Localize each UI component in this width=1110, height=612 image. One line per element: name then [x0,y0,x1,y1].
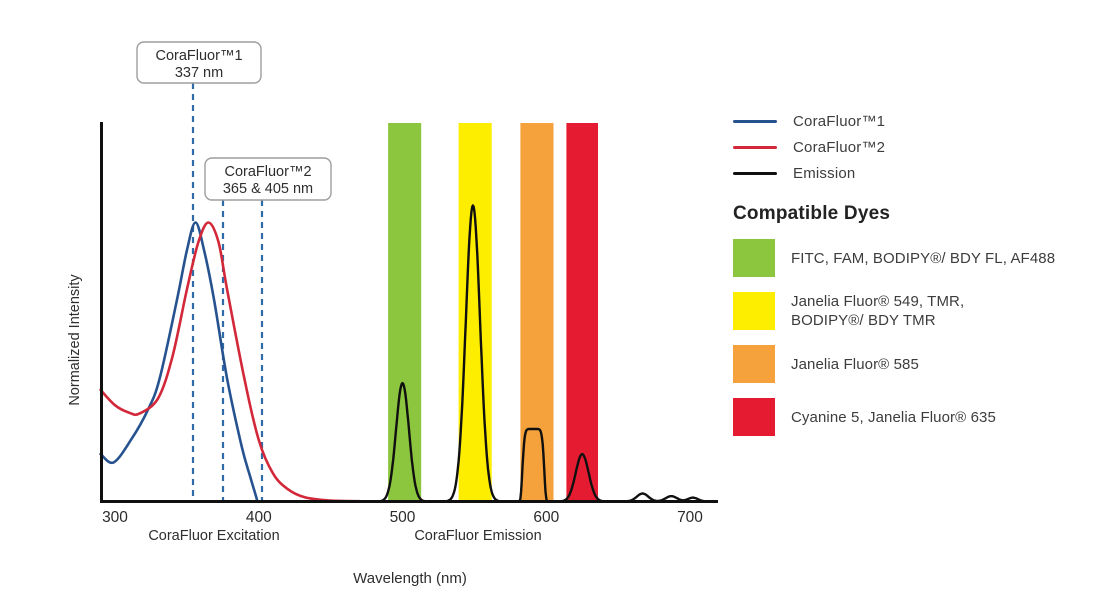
orange-dye-swatch [733,345,775,383]
emission-line-swatch [733,171,777,175]
x-tick-label-600: 600 [533,509,559,526]
legend-label-corafluor1: CoraFluor™1 [793,112,886,130]
x-section-label-emission: CoraFluor Emission [414,528,541,544]
y-axis-title: Normalized Intensity [67,274,83,406]
green-dye-label: FITC, FAM, BODIPY®/ BDY FL, AF488 [791,249,1055,268]
spectra-chart: CoraFluor™1 337 nm CoraFluor™2 365 & 405… [67,41,718,587]
emission-band-red [566,123,598,500]
yellow-dye-label-line2: BODIPY®/ BDY TMR [791,312,936,329]
callout-corafluor2-wavelength: 365 & 405 nm [223,181,313,197]
callout-box-corafluor2 [204,157,332,201]
emission-band-orange [520,123,554,500]
green-dye-label-line1: FITC, FAM, BODIPY®/ BDY FL, AF488 [791,249,1056,267]
plot-axes [100,122,718,503]
callout-corafluor1-name: CoraFluor™1 [155,48,242,64]
legend-label-emission: Emission [793,164,856,182]
yellow-dye-label: Janelia Fluor® 549, TMR, BODIPY®/ BDY TM… [791,292,964,330]
x-section-label-excitation: CoraFluor Excitation [148,528,279,544]
red-dye-label-line1: Cyanine 5, Janelia Fluor® 635 [791,408,996,426]
x-tick-label-400: 400 [246,509,272,526]
x-axis-title: Wavelength (nm) [353,570,467,587]
yellow-dye-swatch [733,292,775,330]
green-dye-swatch [733,239,775,277]
excitation-wavelength-dashed-lines [191,83,264,500]
orange-dye-label: Janelia Fluor® 585 [791,355,919,374]
callout-corafluor2-name: CoraFluor™2 [224,164,311,180]
legend-label-corafluor2: CoraFluor™2 [793,138,886,156]
legend-row-corafluor2: CoraFluor™2 [733,134,1103,160]
compatible-dyes-heading: Compatible Dyes [733,203,891,224]
emission-filter-bands [388,123,598,500]
callout-box-corafluor1 [136,41,262,84]
legend-row-emission: Emission [733,160,1103,186]
dye-row-orange: Janelia Fluor® 585 [733,345,1103,383]
red-dye-label: Cyanine 5, Janelia Fluor® 635 [791,408,996,427]
dye-row-yellow: Janelia Fluor® 549, TMR, BODIPY®/ BDY TM… [733,292,1103,330]
corafluor1-line-swatch [733,119,777,123]
x-tick-label-300: 300 [102,509,128,526]
callout-corafluor1-wavelength: 337 nm [175,65,223,81]
excitation-curve-corafluor1 [99,221,259,503]
orange-dye-label-line1: Janelia Fluor® 585 [791,355,919,373]
emission-band-green [388,123,422,500]
legend-panel: CoraFluor™1 CoraFluor™2 Emission Compati… [733,108,1103,451]
x-tick-label-500: 500 [390,509,416,526]
excitation-curve-corafluor2 [99,221,361,503]
dye-row-red: Cyanine 5, Janelia Fluor® 635 [733,398,1103,436]
callout-boxes [136,41,332,201]
x-axis-tick-labels: 300 400 500 600 700 [102,509,703,526]
yellow-dye-label-line1: Janelia Fluor® 549, TMR, [791,293,965,310]
x-tick-label-700: 700 [677,509,703,526]
legend-row-corafluor1: CoraFluor™1 [733,108,1103,134]
corafluor2-line-swatch [733,145,777,149]
dye-row-green: FITC, FAM, BODIPY®/ BDY FL, AF488 [733,239,1103,277]
red-dye-swatch [733,398,775,436]
